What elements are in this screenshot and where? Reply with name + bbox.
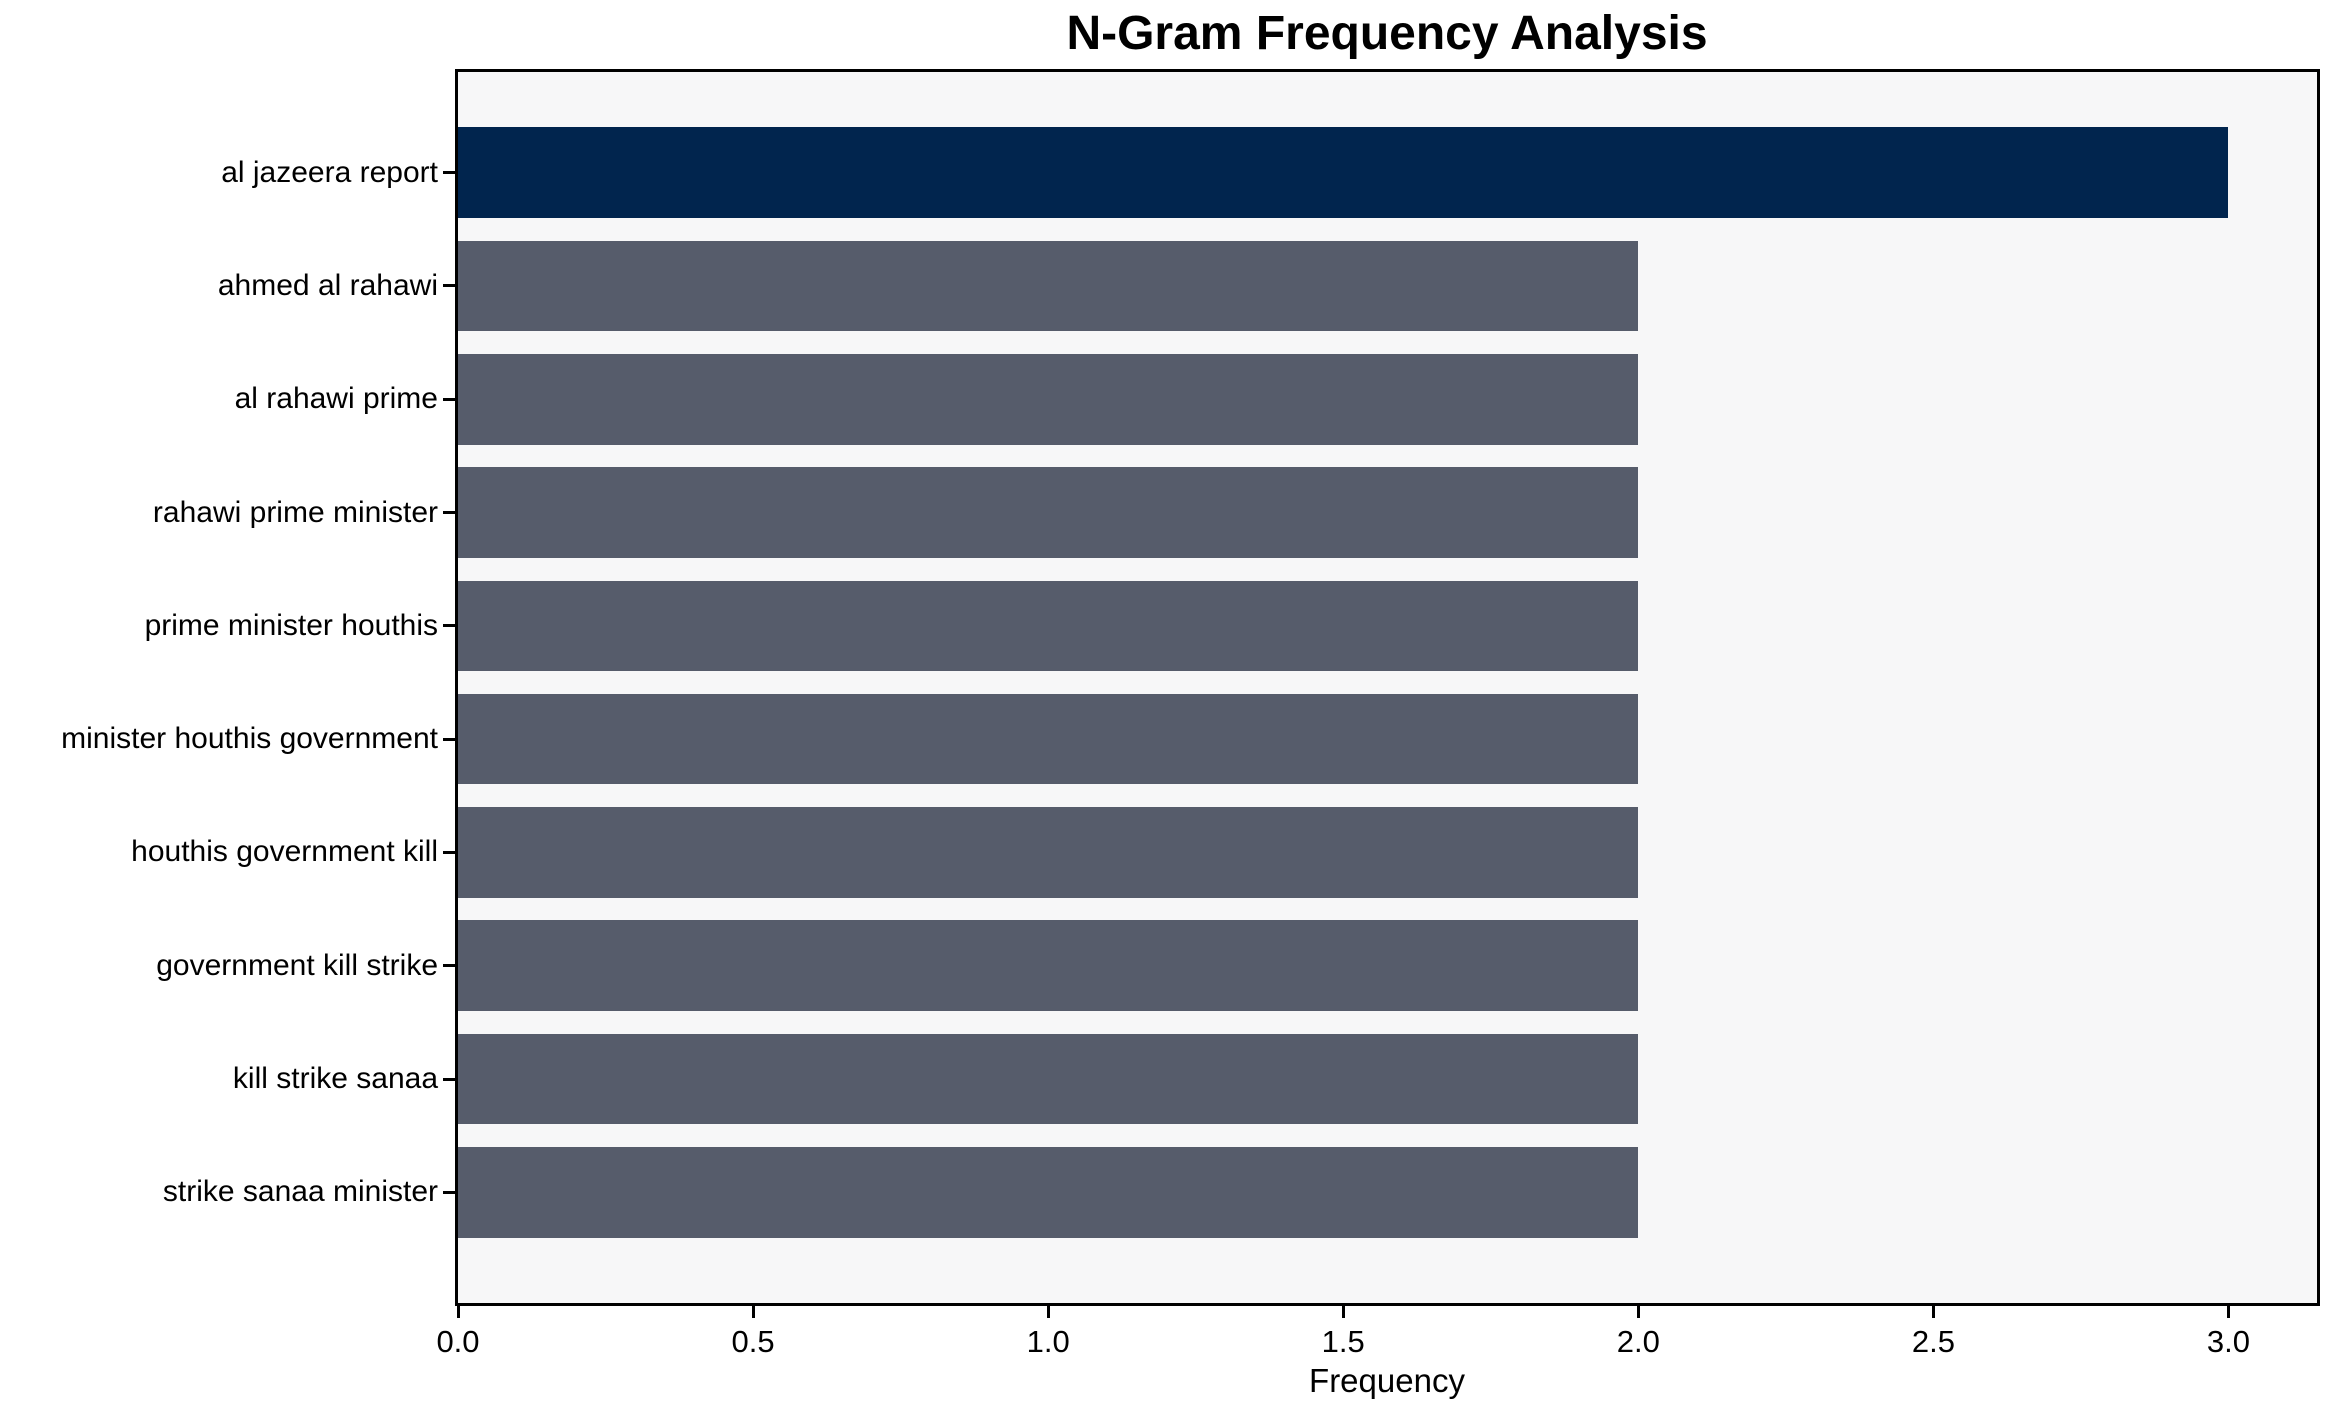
y-tick [443, 397, 455, 401]
y-tick [443, 511, 455, 515]
x-tick-label: 0.5 [731, 1324, 775, 1359]
y-tick [443, 171, 455, 175]
y-axis-label: ahmed al rahawi [217, 268, 438, 302]
y-tick [443, 284, 455, 288]
x-axis-label: Frequency [1309, 1362, 1465, 1399]
x-tick [1341, 1306, 1345, 1318]
bar [458, 353, 1639, 445]
x-tick-label: 2.5 [1911, 1324, 1955, 1359]
x-tick [751, 1306, 755, 1318]
bar [458, 693, 1639, 785]
y-tick [443, 850, 455, 854]
x-tick-label: 0.0 [436, 1324, 480, 1359]
x-tick-label: 1.0 [1026, 1324, 1070, 1359]
y-tick [443, 1190, 455, 1194]
x-tick [456, 1306, 460, 1318]
y-axis-label: houthis government kill [131, 835, 438, 869]
bar [458, 127, 2229, 218]
bar [458, 1033, 1639, 1125]
y-tick [443, 964, 455, 968]
x-tick [1636, 1306, 1640, 1318]
bar [458, 580, 1639, 672]
y-tick [443, 1077, 455, 1081]
y-axis-label: minister houthis government [61, 722, 438, 756]
x-tick-label: 2.0 [1616, 1324, 1660, 1359]
x-tick-label: 3.0 [2206, 1324, 2251, 1359]
x-tick [1046, 1306, 1050, 1318]
chart-title: N-Gram Frequency Analysis [1066, 7, 1708, 60]
y-axis-label: rahawi prime minister [152, 495, 438, 529]
plot-area [455, 69, 2320, 1306]
bar [458, 240, 1639, 332]
bar [458, 467, 1639, 558]
x-tick [2226, 1306, 2230, 1318]
y-axis-label: strike sanaa minister [162, 1175, 438, 1209]
x-tick [1931, 1306, 1935, 1318]
y-axis-label: government kill strike [156, 948, 438, 982]
bar [458, 1147, 1639, 1238]
y-tick [443, 737, 455, 741]
x-tick-label: 1.5 [1321, 1324, 1365, 1359]
y-axis-label: al rahawi prime [234, 382, 438, 416]
y-axis-label: al jazeera report [221, 155, 438, 189]
bar [458, 920, 1639, 1012]
y-axis-label: prime minister houthis [144, 608, 438, 642]
y-tick [443, 624, 455, 628]
bar [458, 807, 1639, 898]
y-axis-label: kill strike sanaa [232, 1062, 438, 1096]
